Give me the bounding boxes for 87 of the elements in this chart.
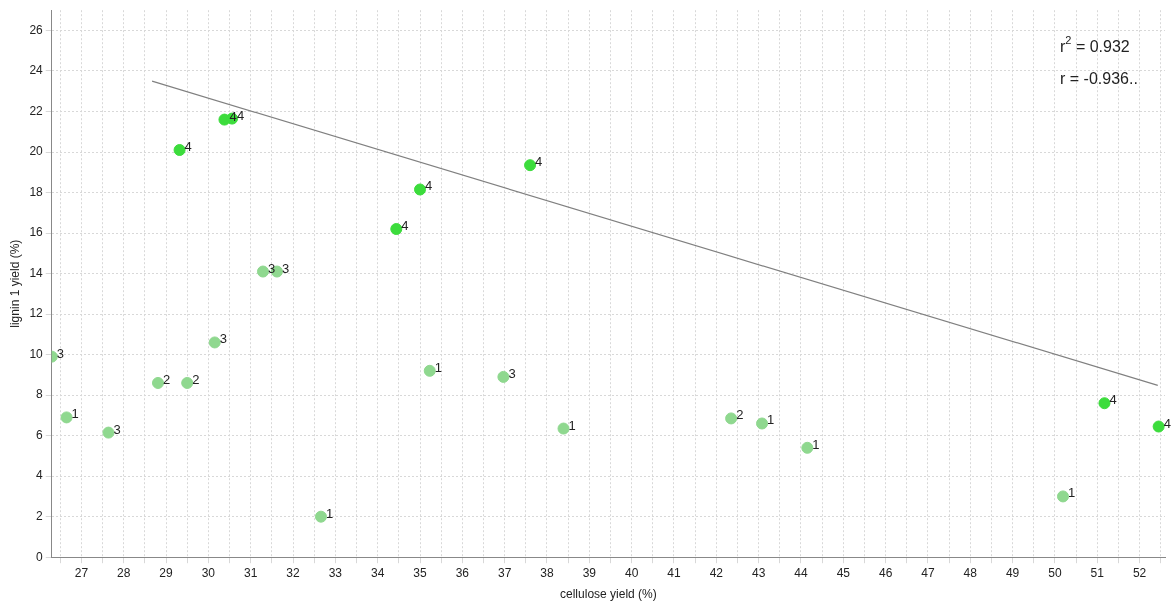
x-tick-label: 38	[540, 565, 554, 580]
x-tick-label: 35	[413, 565, 427, 580]
y-tick-label: 24	[29, 63, 44, 78]
y-tick-label: 22	[29, 103, 44, 118]
x-tick-label: 32	[286, 565, 301, 580]
x-tick-label: 36	[455, 565, 470, 580]
annotation: 1	[767, 412, 775, 428]
annotation: 1	[568, 417, 576, 433]
point	[497, 370, 510, 383]
point	[725, 412, 738, 425]
point	[524, 159, 537, 172]
annotation: 3	[113, 421, 121, 437]
annotation: r = -0.936..	[1060, 70, 1138, 88]
x-tick-label: 50	[1048, 565, 1062, 580]
y-axis-title: lignin 1 yield (%)	[7, 239, 22, 328]
x-tick-label: 42	[709, 565, 724, 580]
point	[173, 143, 186, 156]
x-tick-label: 45	[836, 565, 851, 580]
y-tick-label: 10	[29, 346, 44, 361]
x-tick-label: 39	[582, 565, 597, 580]
y-tick-label: 8	[36, 387, 44, 402]
annotation: 4	[1109, 392, 1117, 408]
point	[801, 441, 814, 454]
point	[181, 376, 194, 389]
x-tick-label: 47	[921, 565, 935, 580]
annotation: 2	[192, 371, 200, 387]
x-tick-label: 43	[751, 565, 766, 580]
x-tick-label: 51	[1090, 565, 1105, 580]
x-tick-label: 29	[159, 565, 174, 580]
point	[414, 183, 427, 196]
x-tick-label: 46	[878, 565, 893, 580]
y-tick-label: 4	[36, 468, 44, 483]
annotation: 1	[434, 359, 442, 375]
y-tick-label: 0	[36, 549, 44, 564]
point	[1056, 490, 1069, 503]
annotation: 3	[56, 345, 64, 361]
x-tick-label: 27	[74, 565, 89, 580]
annotation: 1	[1067, 485, 1076, 501]
x-tick-label: 52	[1132, 565, 1147, 580]
x-tick-label: 31	[244, 565, 258, 580]
y-tick-label: 16	[29, 225, 44, 240]
x-tick-label: 34	[371, 565, 385, 580]
annotation: 1	[71, 406, 79, 422]
point	[1098, 397, 1111, 410]
annotation: 4	[535, 154, 543, 170]
y-tick-label: 18	[29, 184, 44, 199]
x-tick-label: 41	[667, 565, 681, 580]
point	[756, 417, 769, 430]
x-tick-label: 33	[328, 565, 343, 580]
x-tick-label: 49	[1005, 565, 1020, 580]
annotation: 4	[425, 178, 433, 194]
point	[390, 223, 403, 235]
x-tick-label: 37	[497, 565, 512, 580]
annotation: 2	[162, 371, 171, 387]
point	[208, 336, 221, 349]
y-tick-label: 6	[36, 427, 44, 442]
annotation: 2	[736, 407, 744, 423]
point	[151, 376, 164, 389]
point	[557, 422, 570, 435]
annotation: 4	[237, 107, 245, 123]
point	[314, 510, 327, 523]
y-tick-label: 12	[29, 306, 44, 321]
annotation: 1	[812, 436, 820, 452]
y-tick-label: 14	[29, 265, 44, 280]
annotation: 3	[281, 260, 290, 276]
annotation: 1	[325, 505, 334, 521]
annotation: 3	[508, 365, 516, 381]
annotation: 4	[401, 218, 409, 233]
y-tick-label: 2	[36, 508, 44, 523]
annotation: 3	[267, 260, 276, 276]
x-tick-label: 40	[624, 565, 639, 580]
point	[256, 265, 269, 278]
annotation: 4	[1163, 415, 1171, 431]
annotation: 4	[229, 108, 237, 124]
x-tick-label: 30	[201, 565, 216, 580]
x-tick-label: 44	[794, 565, 808, 580]
x-tick-label: 48	[963, 565, 978, 580]
point	[102, 426, 115, 439]
x-tick-label: 28	[117, 565, 131, 580]
point	[60, 411, 73, 424]
annotation: 4	[184, 138, 192, 154]
point	[1152, 420, 1165, 433]
y-tick-label: 26	[29, 22, 44, 37]
annotation: 3	[219, 331, 227, 347]
x-axis-title: cellulose yield (%)	[560, 587, 657, 602]
y-tick-label: 20	[29, 144, 44, 159]
point	[423, 364, 436, 377]
